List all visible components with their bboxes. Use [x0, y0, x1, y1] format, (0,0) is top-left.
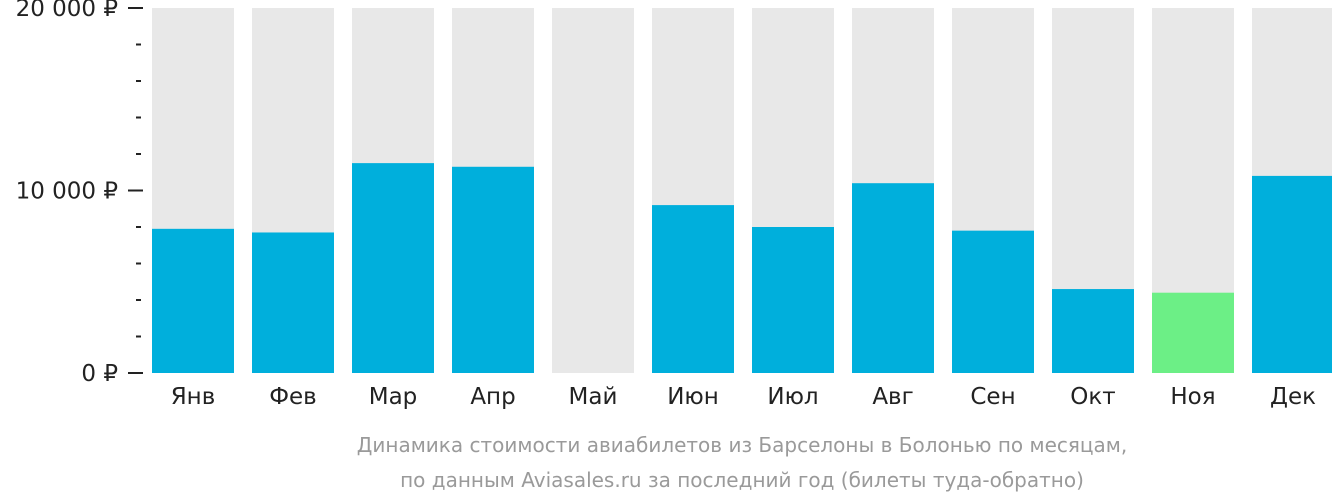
x-tick-label: Авг: [872, 384, 913, 410]
x-tick-label: Фев: [269, 384, 317, 410]
bar: [452, 166, 534, 373]
bar: [952, 230, 1034, 373]
bar: [152, 228, 234, 373]
x-axis-labels: Янв Фев Мар Апр Май Июн Июл Авг Сен Окт Ноя Дек: [171, 384, 1316, 410]
bar: [852, 183, 934, 373]
y-tick-label: 0 ₽: [81, 361, 118, 387]
x-tick-label: Июн: [667, 384, 719, 410]
x-tick-label: Май: [569, 384, 618, 410]
background-bar: [552, 8, 634, 373]
x-tick-label: Апр: [470, 384, 515, 410]
x-tick-label: Сен: [970, 384, 1015, 410]
y-axis: 20 000 ₽ 10 000 ₽ 0 ₽: [16, 0, 143, 387]
y-tick-label: 10 000 ₽: [16, 179, 118, 205]
x-tick-label: Июл: [767, 384, 818, 410]
x-tick-label: Янв: [171, 384, 216, 410]
chart-subtitle: по данным Aviasales.ru за последний год …: [400, 468, 1084, 492]
bar: [1052, 289, 1134, 373]
bar: [652, 205, 734, 373]
x-tick-label: Ноя: [1170, 384, 1215, 410]
bar: [252, 232, 334, 373]
value-bars: [152, 163, 1332, 373]
bar-highlight: [1152, 292, 1234, 373]
x-tick-label: Окт: [1070, 384, 1115, 410]
bar: [752, 227, 834, 373]
bar: [1252, 175, 1332, 373]
chart-title: Динамика стоимости авиабилетов из Барсел…: [357, 433, 1127, 457]
x-tick-label: Мар: [369, 384, 418, 410]
y-tick-label: 20 000 ₽: [16, 0, 118, 22]
x-tick-label: Дек: [1270, 384, 1316, 410]
bar: [352, 163, 434, 373]
